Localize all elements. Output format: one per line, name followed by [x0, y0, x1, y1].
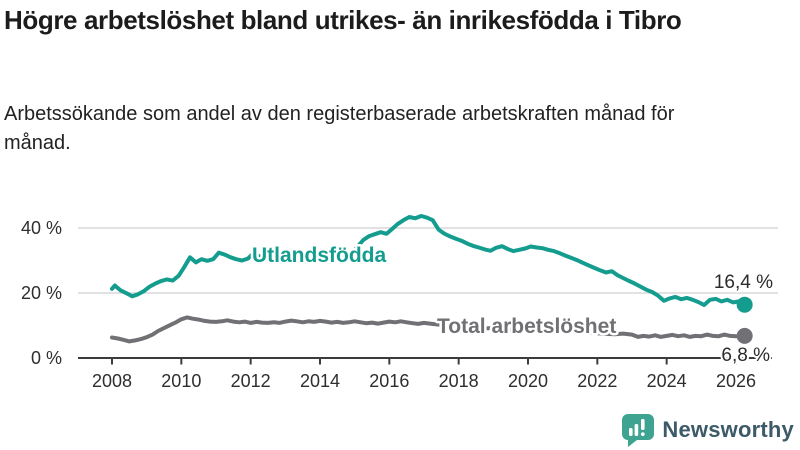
end-value-label-total-arbetsloshet: 6,8 % — [721, 345, 770, 366]
x-tick-label: 2018 — [439, 371, 479, 391]
x-tick-label: 2022 — [577, 371, 617, 391]
end-value-label-utlandsfodda: 16,4 % — [714, 272, 773, 293]
bar-small — [629, 428, 634, 436]
exclamation-bar — [641, 419, 646, 430]
series-end-dot-total-arbetsloshet — [736, 327, 753, 344]
y-tick-label: 40 % — [21, 218, 62, 238]
x-tick-label: 2012 — [231, 371, 271, 391]
x-tick-label: 2008 — [92, 371, 132, 391]
exclamation-dot — [641, 432, 646, 436]
x-tick-label: 2026 — [716, 371, 756, 391]
x-tick-label: 2024 — [647, 371, 687, 391]
series-label-total-arbetsloshet: Total arbetslöshet — [437, 315, 616, 338]
series-line-utlandsfodda — [110, 214, 747, 307]
x-tick-label: 2014 — [300, 371, 340, 391]
bar-tall — [635, 424, 639, 436]
y-tick-label: 0 % — [31, 348, 62, 368]
newsworthy-brand: Newsworthy — [620, 413, 794, 447]
series-line-total-arbetsloshet — [110, 315, 747, 344]
page-subtitle: Arbetssökande som andel av den registerb… — [4, 103, 675, 154]
x-tick-label: 2020 — [508, 371, 548, 391]
x-tick-label: 2016 — [369, 371, 409, 391]
series-end-dot-utlandsfodda — [736, 296, 753, 313]
page-title: Högre arbetslöshet bland utrikes- än inr… — [4, 5, 682, 35]
series-label-utlandsfodda: Utlandsfödda — [252, 244, 386, 267]
x-tick-label: 2010 — [161, 371, 201, 391]
y-tick-label: 20 % — [21, 283, 62, 303]
brand-wordmark: Newsworthy — [662, 417, 794, 442]
bar-chart-speech-bubble-icon — [622, 414, 655, 447]
